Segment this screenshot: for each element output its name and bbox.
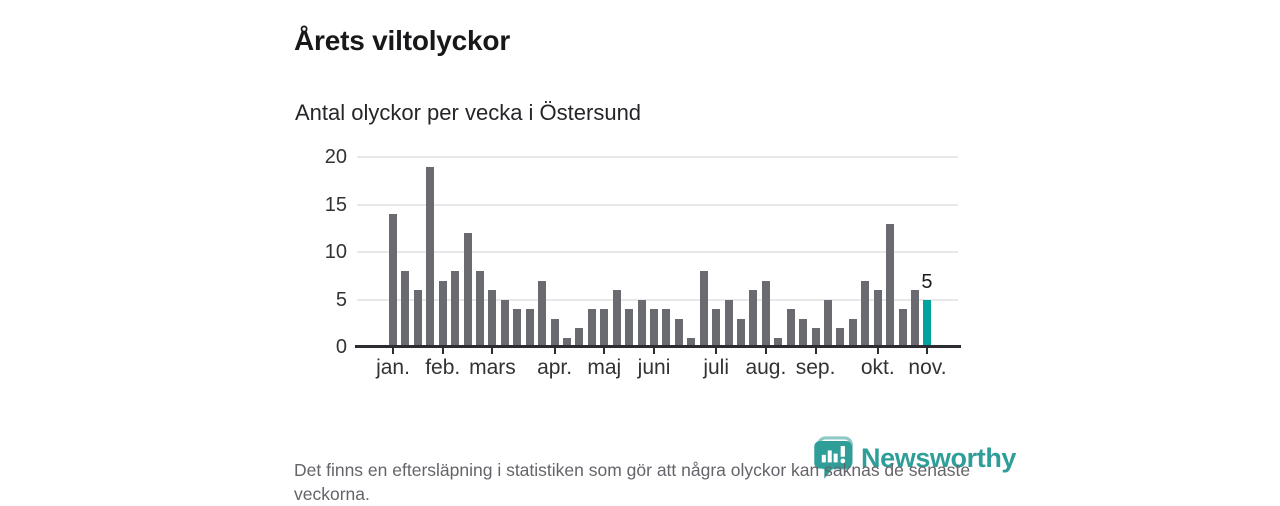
bar (538, 280, 547, 347)
bar (861, 280, 870, 347)
bar (699, 271, 708, 347)
axis-tick (491, 347, 494, 354)
axis-tick-label: sep. (795, 356, 836, 379)
bar (600, 309, 609, 347)
bar (525, 309, 534, 347)
axis-tick-label: apr. (537, 356, 573, 379)
y-axis-label: 10 (324, 241, 347, 263)
bar (513, 309, 522, 347)
bar (799, 318, 808, 347)
axis-tick-label: aug. (745, 356, 787, 379)
bar (749, 290, 758, 347)
y-axis-label: 15 (324, 193, 347, 216)
bar (488, 290, 497, 347)
bar-highlighted (923, 299, 932, 347)
x-axis-baseline (355, 345, 961, 348)
bar (674, 318, 683, 347)
plot-area: jan. feb. mars apr. maj juni juli aug. sep. okt. n… (355, 156, 961, 379)
y-axis-label: 5 (335, 288, 347, 311)
bar (712, 309, 721, 347)
bar (724, 299, 733, 347)
axis-tick-label: nov. (908, 356, 947, 379)
bar (650, 309, 659, 347)
bar (836, 328, 845, 347)
bar (563, 337, 572, 347)
axis-tick (926, 347, 929, 354)
y-axis-label: 20 (324, 146, 347, 168)
bar (886, 223, 895, 347)
axis-tick-label: juli (703, 356, 730, 379)
highlight-value-label: 5 (921, 270, 933, 293)
bar (575, 328, 584, 347)
bar (625, 309, 634, 347)
bar (401, 271, 410, 347)
axis-tick (603, 347, 606, 354)
bar (824, 299, 833, 347)
bar (476, 271, 484, 347)
bar (873, 290, 882, 347)
axis-tick (553, 347, 556, 354)
axis-tick-label: feb. (425, 356, 461, 379)
bar (911, 290, 920, 347)
gridline (357, 251, 958, 253)
bar (786, 309, 795, 347)
bar (463, 233, 472, 347)
bar (662, 309, 671, 347)
bar (389, 214, 397, 347)
axis-tick-label: okt. (860, 356, 895, 379)
axis-tick (876, 347, 879, 354)
chart-title: Årets viltolyckor (294, 24, 511, 56)
newsworthy-wordmark: Newsworthy (861, 442, 1017, 473)
newsworthy-logo: Newsworthy (811, 436, 1016, 480)
bar (413, 290, 422, 347)
gridline (357, 298, 958, 301)
axis-tick (441, 347, 444, 354)
axis-tick-label: jan. (376, 356, 410, 379)
bar (761, 280, 770, 347)
bar (848, 318, 857, 347)
newsworthy-icon (814, 436, 853, 479)
bar (811, 328, 820, 347)
bar (898, 309, 907, 347)
bar (637, 299, 646, 347)
chart-subtitle: Antal olyckor per vecka i Östersund (295, 100, 642, 126)
bar (451, 271, 460, 347)
axis-tick-label: juni (637, 356, 671, 379)
bar (587, 309, 596, 347)
axis-tick (653, 347, 656, 354)
bar (438, 280, 447, 347)
axis-tick-label: mars (469, 356, 516, 379)
axis-tick-label: maj (587, 356, 622, 379)
bar (550, 318, 559, 347)
bar (737, 318, 746, 347)
bar (426, 166, 435, 347)
bar (500, 299, 509, 347)
axis-tick (814, 347, 817, 354)
bar (612, 290, 621, 347)
axis-tick (715, 347, 718, 354)
chart-card: Årets viltolyckor Antal olyckor per veck… (294, 24, 1016, 504)
footnote: Det finns en eftersläpning i statistiken… (294, 459, 971, 504)
gridline (357, 156, 958, 158)
gridline (357, 203, 958, 206)
axis-tick (764, 347, 767, 354)
bar (687, 337, 696, 347)
bar (774, 337, 783, 347)
axis-tick (392, 347, 394, 354)
y-axis-label: 0 (335, 336, 347, 358)
